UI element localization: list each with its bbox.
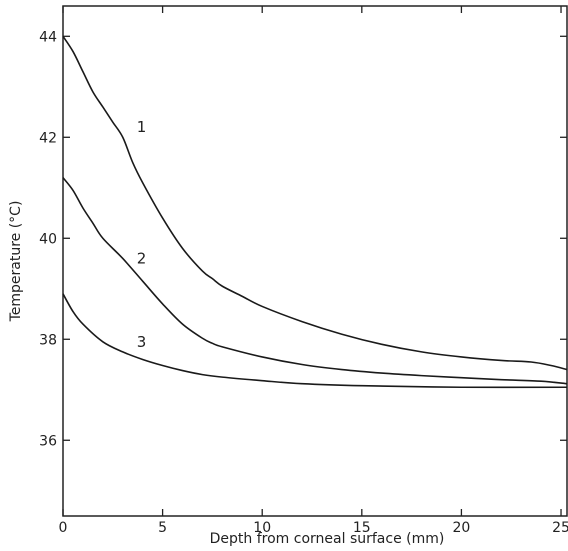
x-axis-label: Depth from corneal surface (mm): [210, 531, 445, 547]
y-axis-label: Temperature (°C): [8, 201, 24, 323]
series-label-3: 3: [137, 333, 147, 351]
series-label-2: 2: [137, 250, 147, 268]
x-tick-label: 20: [453, 520, 471, 536]
series-line-3: [62, 293, 568, 389]
plot-frame: [62, 5, 568, 517]
x-tick-label: 15: [353, 520, 371, 536]
y-tick-label: 42: [39, 130, 57, 146]
series-label-1: 1: [137, 118, 147, 136]
series-line-2: [62, 177, 568, 385]
x-tick-label: 25: [552, 520, 568, 536]
y-tick-label: 40: [39, 231, 57, 247]
series-labels: 1 2 3: [137, 118, 147, 351]
x-tick-label: 0: [59, 520, 68, 536]
x-tick-label: 5: [158, 520, 167, 536]
tick-labels: 0 5 10 15 20 25 36 38 40 42 44: [39, 29, 568, 536]
axis-ticks: [62, 6, 567, 516]
series-lines: [62, 35, 568, 389]
y-tick-label: 44: [39, 29, 57, 45]
y-tick-label: 38: [39, 332, 57, 348]
series-line-1: [62, 35, 568, 371]
y-tick-label: 36: [39, 433, 57, 449]
x-tick-label: 10: [253, 520, 271, 536]
